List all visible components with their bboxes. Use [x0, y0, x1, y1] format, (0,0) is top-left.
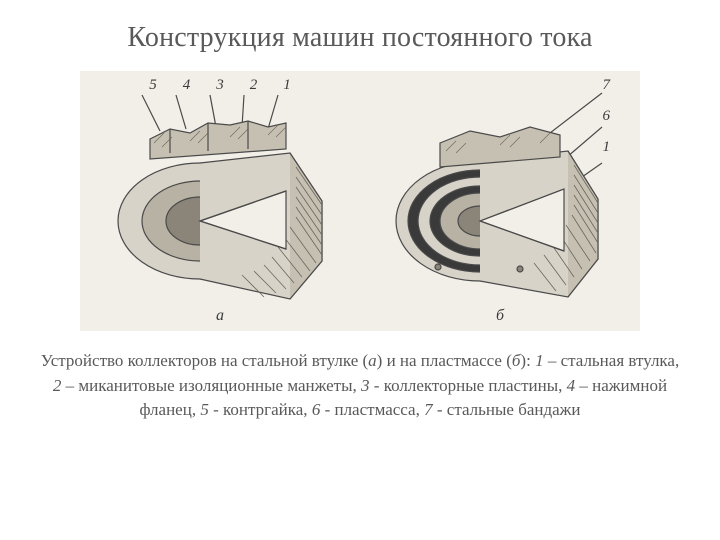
caption-num: 3 — [361, 376, 370, 395]
callouts-b: 7 6 1 — [603, 77, 611, 156]
callout-label: 4 — [183, 77, 191, 94]
caption-text: - контргайка, — [209, 400, 312, 419]
figure-sublabel-a: а — [216, 307, 224, 325]
caption-num: 5 — [200, 400, 209, 419]
caption-italic-a: а — [368, 351, 377, 370]
slide: Конструкция машин постоянного тока 5 4 3… — [0, 0, 720, 540]
figure-caption: Устройство коллекторов на стальной втулк… — [40, 349, 680, 423]
caption-text: ): — [520, 351, 535, 370]
callout-label: 6 — [603, 108, 611, 125]
caption-text: ) и на пластмассе ( — [377, 351, 512, 370]
caption-num: 7 — [424, 400, 433, 419]
caption-num: 4 — [567, 376, 576, 395]
callout-label: 2 — [250, 77, 258, 94]
callout-label: 1 — [603, 139, 611, 156]
callout-label: 5 — [149, 77, 157, 94]
callout-label: 7 — [603, 77, 611, 94]
figure-panel-a: 5 4 3 2 1 — [90, 71, 350, 331]
callout-label: 3 — [216, 77, 224, 94]
figure-panel-b: 7 6 1 — [370, 71, 630, 331]
caption-text: – стальная втулка, — [544, 351, 680, 370]
page-title: Конструкция машин постоянного тока — [127, 20, 592, 55]
figure-area: 5 4 3 2 1 — [80, 71, 640, 331]
callout-label: 1 — [283, 77, 291, 94]
caption-text: - стальные бандажи — [433, 400, 581, 419]
collector-a-svg — [90, 71, 350, 331]
caption-text: – миканитовые изоляционные манжеты, — [61, 376, 361, 395]
collector-b-svg — [370, 71, 630, 331]
callouts-a: 5 4 3 2 1 — [90, 77, 350, 94]
caption-text: - коллекторные пластины, — [370, 376, 567, 395]
caption-text: - пластмасса, — [320, 400, 424, 419]
caption-text: Устройство коллекторов на стальной втулк… — [41, 351, 368, 370]
caption-num: 1 — [535, 351, 544, 370]
figure-sublabel-b: б — [496, 307, 504, 325]
